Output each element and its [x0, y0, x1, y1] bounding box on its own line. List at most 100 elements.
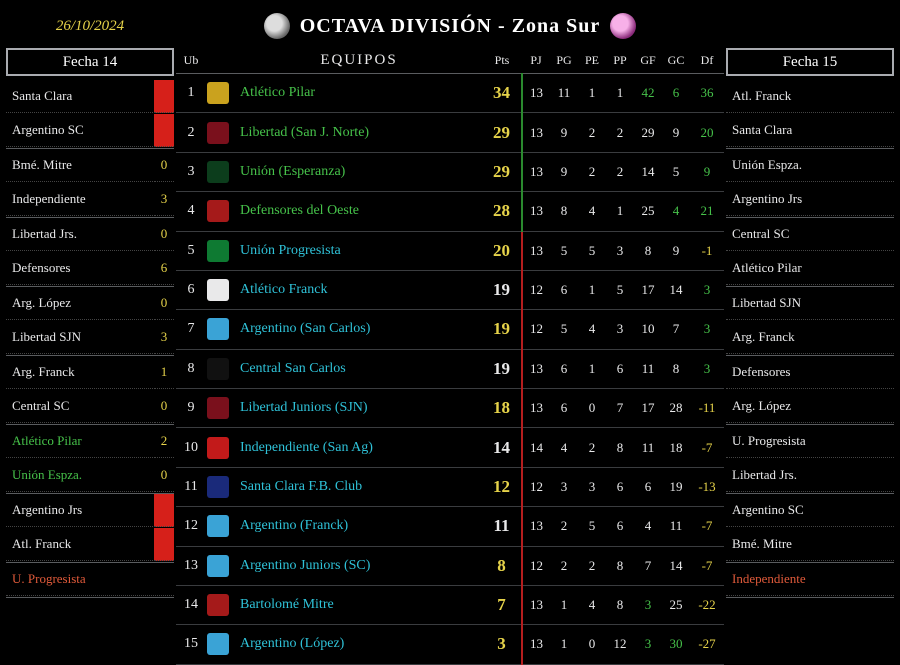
pe: 2 [578, 113, 606, 152]
home-team: Libertad SJN [726, 287, 894, 320]
pts: 29 [482, 113, 522, 152]
away-score [154, 114, 174, 147]
gf: 4 [634, 507, 662, 546]
pj: 13 [522, 113, 550, 152]
standings-row: 7 Argentino (San Carlos) 19 12 5 4 3 10 … [176, 310, 724, 349]
pe: 4 [578, 310, 606, 349]
pj: 14 [522, 428, 550, 467]
team-name: Santa Clara F.B. Club [236, 467, 482, 506]
gc: 5 [662, 152, 690, 191]
gf: 3 [634, 585, 662, 624]
team-name: Unión (Esperanza) [236, 152, 482, 191]
df: -7 [690, 546, 724, 585]
standings-row: 15 Argentino (López) 3 13 1 0 12 3 30 -2… [176, 625, 724, 664]
home-team: Central SC [726, 218, 894, 251]
pos: 12 [176, 507, 206, 546]
gf: 8 [634, 231, 662, 270]
away-team: Unión Espza. [6, 459, 153, 492]
standings-row: 4 Defensores del Oeste 28 13 8 4 1 25 4 … [176, 192, 724, 231]
pj: 13 [522, 507, 550, 546]
gf: 7 [634, 546, 662, 585]
pg: 2 [550, 546, 578, 585]
crest [206, 428, 236, 467]
pts: 34 [482, 74, 522, 113]
pe: 4 [578, 192, 606, 231]
crest [206, 192, 236, 231]
match-result: Bmé. Mitre 0 Independiente 3 [6, 149, 174, 218]
match-fixture: Libertad SJN Arg. Franck [726, 287, 894, 356]
pos: 2 [176, 113, 206, 152]
gc: 18 [662, 428, 690, 467]
pg: 1 [550, 625, 578, 664]
pts: 18 [482, 389, 522, 428]
team-name: Independiente (San Ag) [236, 428, 482, 467]
home-score [154, 494, 174, 527]
pp: 12 [606, 625, 634, 664]
gc: 6 [662, 74, 690, 113]
team-name: Argentino Juniors (SC) [236, 546, 482, 585]
pj: 13 [522, 585, 550, 624]
df: 9 [690, 152, 724, 191]
away-score: 0 [154, 390, 174, 423]
pp: 6 [606, 507, 634, 546]
pe: 2 [578, 428, 606, 467]
gc: 14 [662, 270, 690, 309]
title: OCTAVA DIVISIÓN - Zona Sur [176, 6, 724, 46]
standings-row: 6 Atlético Franck 19 12 6 1 5 17 14 3 [176, 270, 724, 309]
gf: 10 [634, 310, 662, 349]
team-name: Argentino (San Carlos) [236, 310, 482, 349]
pj: 12 [522, 467, 550, 506]
fixtures-column-right: Fecha 15 Atl. Franck Santa Clara Unión E… [726, 48, 894, 665]
gc: 7 [662, 310, 690, 349]
gc: 9 [662, 231, 690, 270]
pg: 9 [550, 113, 578, 152]
team-name: Libertad (San J. Norte) [236, 113, 482, 152]
pp: 3 [606, 231, 634, 270]
gf: 11 [634, 349, 662, 388]
home-score: 2 [154, 425, 174, 458]
pp: 8 [606, 428, 634, 467]
pe: 5 [578, 507, 606, 546]
away-team: Libertad Jrs. [726, 459, 894, 492]
pg: 5 [550, 310, 578, 349]
df: -27 [690, 625, 724, 664]
pj: 12 [522, 270, 550, 309]
crest [206, 349, 236, 388]
match-fixture: U. Progresista Libertad Jrs. [726, 425, 894, 494]
pos: 10 [176, 428, 206, 467]
gf: 17 [634, 389, 662, 428]
pos: 3 [176, 152, 206, 191]
pj: 12 [522, 546, 550, 585]
standings-row: 1 Atlético Pilar 34 13 11 1 1 42 6 36 [176, 74, 724, 113]
pe: 0 [578, 389, 606, 428]
team-name: Bartolomé Mitre [236, 585, 482, 624]
pts: 7 [482, 585, 522, 624]
gc: 28 [662, 389, 690, 428]
pe: 1 [578, 270, 606, 309]
pp: 1 [606, 192, 634, 231]
crest [206, 270, 236, 309]
pts: 14 [482, 428, 522, 467]
df: -1 [690, 231, 724, 270]
pts: 3 [482, 625, 522, 664]
gc: 14 [662, 546, 690, 585]
gf: 29 [634, 113, 662, 152]
pe: 5 [578, 231, 606, 270]
away-team: Atl. Franck [6, 528, 153, 561]
away-score: 3 [154, 183, 174, 216]
standings-row: 13 Argentino Juniors (SC) 8 12 2 2 8 7 1… [176, 546, 724, 585]
crest [206, 467, 236, 506]
pe: 1 [578, 74, 606, 113]
pts: 28 [482, 192, 522, 231]
gc: 30 [662, 625, 690, 664]
away-team: Argentino SC [6, 114, 153, 147]
df: -11 [690, 389, 724, 428]
team-name: Atlético Franck [236, 270, 482, 309]
pg: 1 [550, 585, 578, 624]
away-score [154, 528, 174, 561]
match-result: Arg. Franck 1 Central SC 0 [6, 356, 174, 425]
pe: 2 [578, 546, 606, 585]
home-team: U. Progresista [726, 425, 894, 458]
pj: 13 [522, 625, 550, 664]
gc: 19 [662, 467, 690, 506]
